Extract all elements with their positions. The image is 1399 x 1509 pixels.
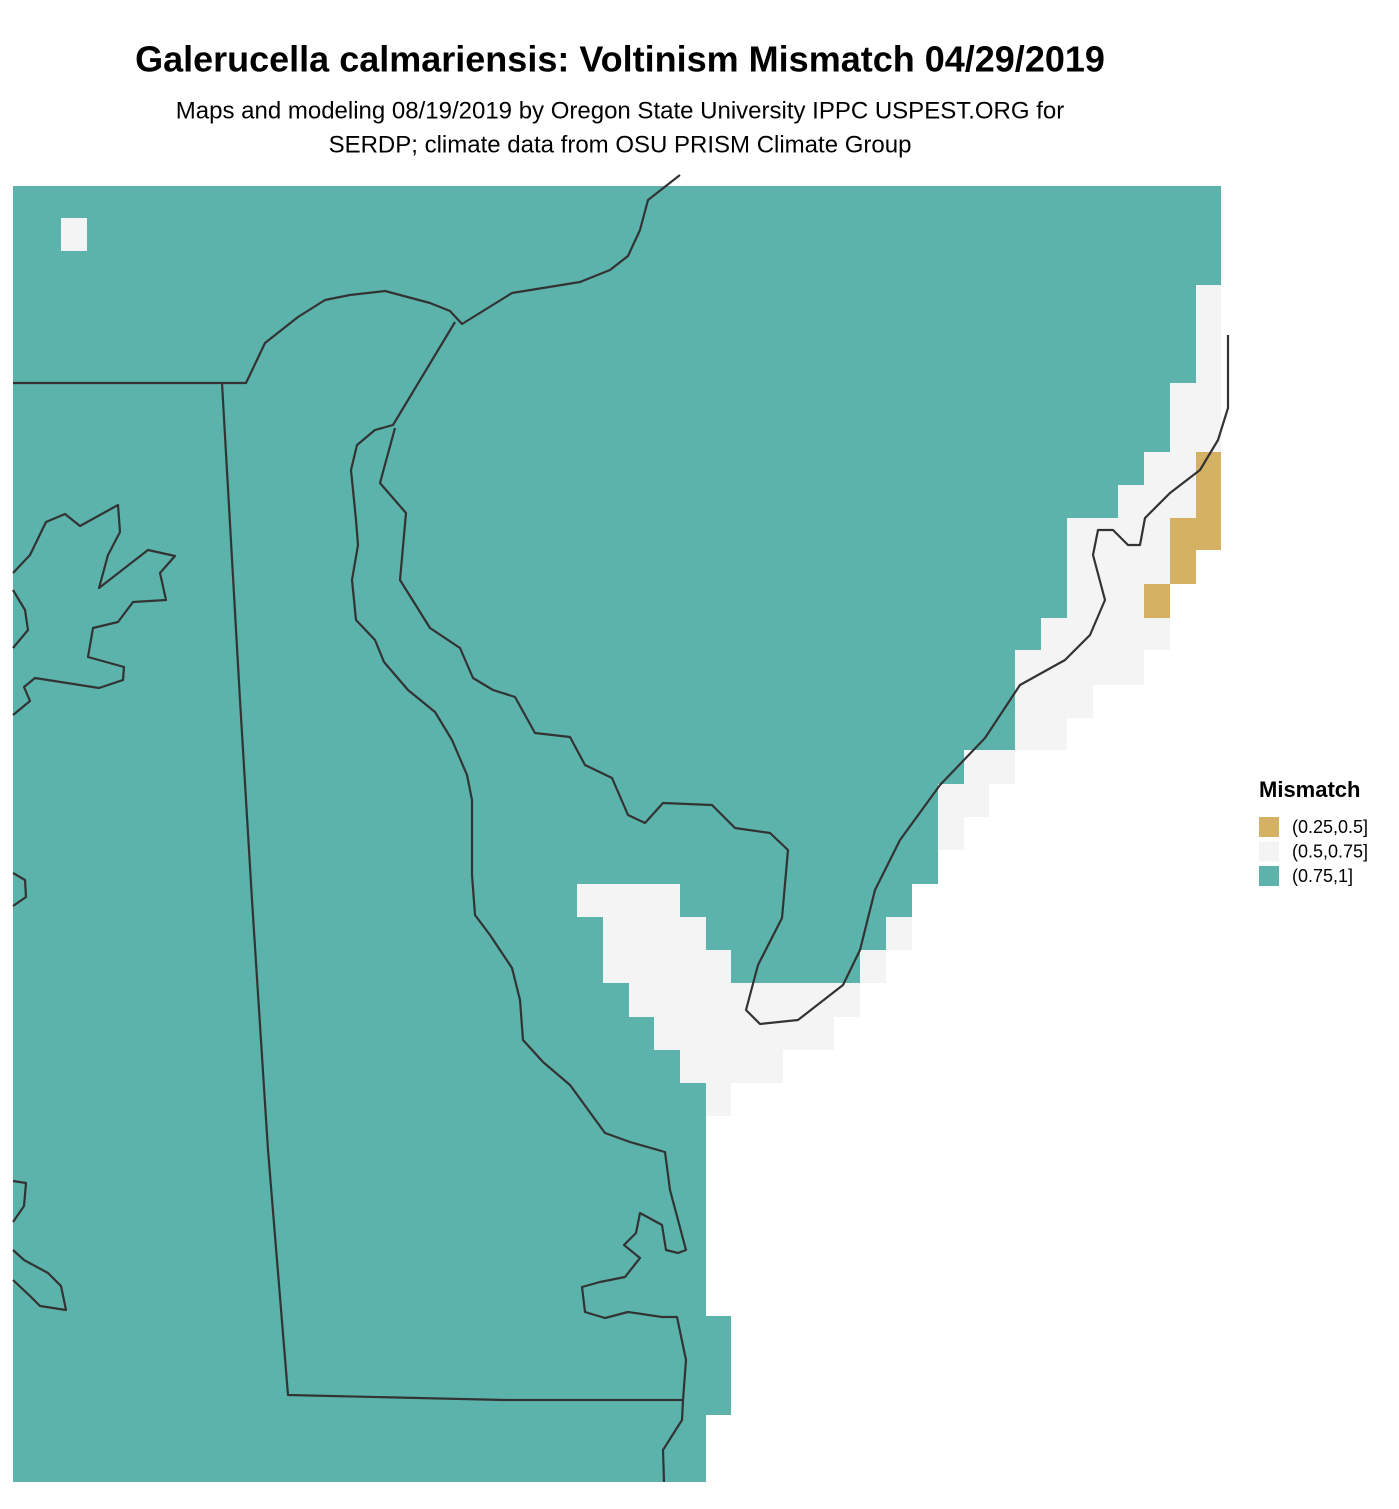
coast <box>12 503 177 716</box>
legend-label: (0.25,0.5] <box>1292 817 1368 837</box>
legend-label: (0.5,0.75] <box>1292 841 1368 861</box>
coast <box>12 872 28 907</box>
legend-swatch <box>1259 817 1279 837</box>
subtitle: Maps and modeling 08/19/2019 by Oregon S… <box>176 97 1064 124</box>
state-border <box>13 174 681 385</box>
high-region <box>13 186 1221 1482</box>
legend-swatch <box>1259 841 1279 862</box>
legend: Mismatch (0.25,0.5] (0.5,0.75] (0.75,1] <box>1259 777 1368 886</box>
state-border <box>220 382 685 1483</box>
coast <box>349 321 688 1401</box>
subtitle: SERDP; climate data from OSU PRISM Clima… <box>329 131 912 158</box>
coast <box>12 589 30 649</box>
mid-cell <box>61 218 87 251</box>
coast <box>12 1179 28 1223</box>
legend-label: (0.75,1] <box>1292 866 1353 886</box>
coast <box>378 335 1230 1026</box>
coast <box>12 1249 68 1312</box>
map <box>12 174 1230 1483</box>
low-region <box>1170 452 1221 584</box>
low-cell <box>1144 584 1170 618</box>
legend-swatch <box>1259 866 1279 886</box>
legend-title: Mismatch <box>1259 777 1360 802</box>
title: Galerucella calmariensis: Voltinism Mism… <box>135 39 1105 80</box>
